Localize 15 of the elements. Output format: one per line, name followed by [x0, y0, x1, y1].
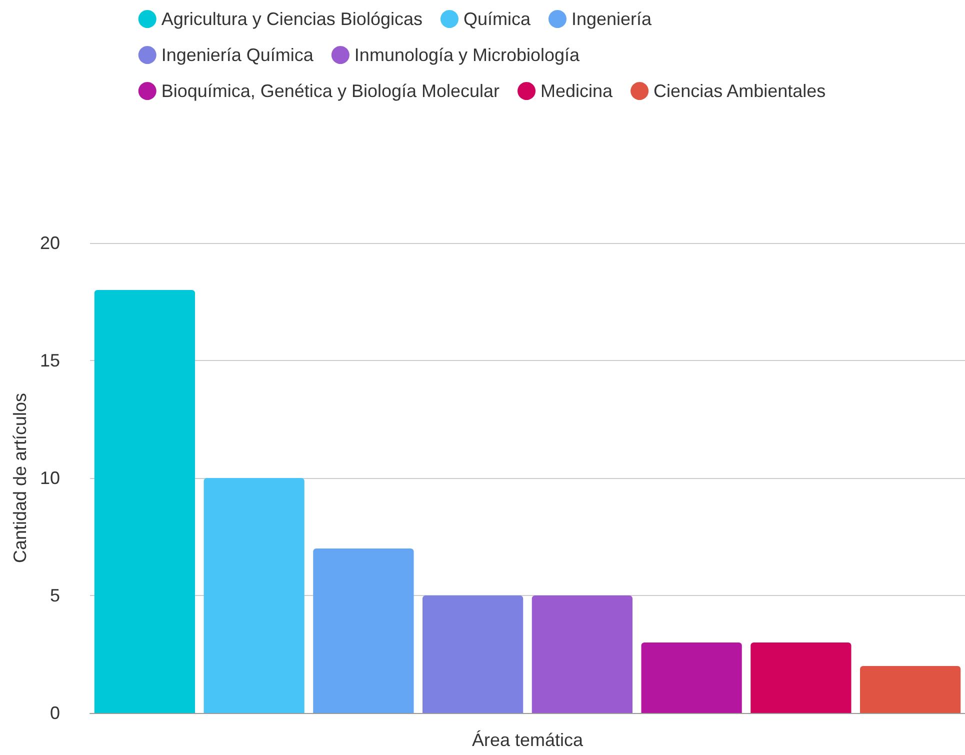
- legend-label: Ingeniería: [571, 9, 653, 29]
- x-axis-title: Área temática: [472, 730, 584, 750]
- legend-label: Medicina: [540, 81, 614, 101]
- legend-label: Bioquímica, Genética y Biología Molecular: [161, 81, 500, 101]
- legend-label: Ingeniería Química: [161, 45, 314, 65]
- y-tick-label: 10: [40, 468, 60, 488]
- y-axis-title: Cantidad de artículos: [10, 392, 30, 564]
- y-tick-label: 0: [50, 703, 60, 723]
- legend-label: Inmunología y Microbiología: [354, 45, 581, 65]
- y-tick-label: 20: [40, 233, 60, 253]
- legend-label: Agricultura y Ciencias Biológicas: [161, 9, 422, 29]
- y-tick-label: 5: [50, 586, 60, 606]
- y-tick-label: 15: [40, 350, 60, 370]
- legend-label: Ciencias Ambientales: [654, 81, 826, 101]
- legend-label: Química: [463, 9, 532, 29]
